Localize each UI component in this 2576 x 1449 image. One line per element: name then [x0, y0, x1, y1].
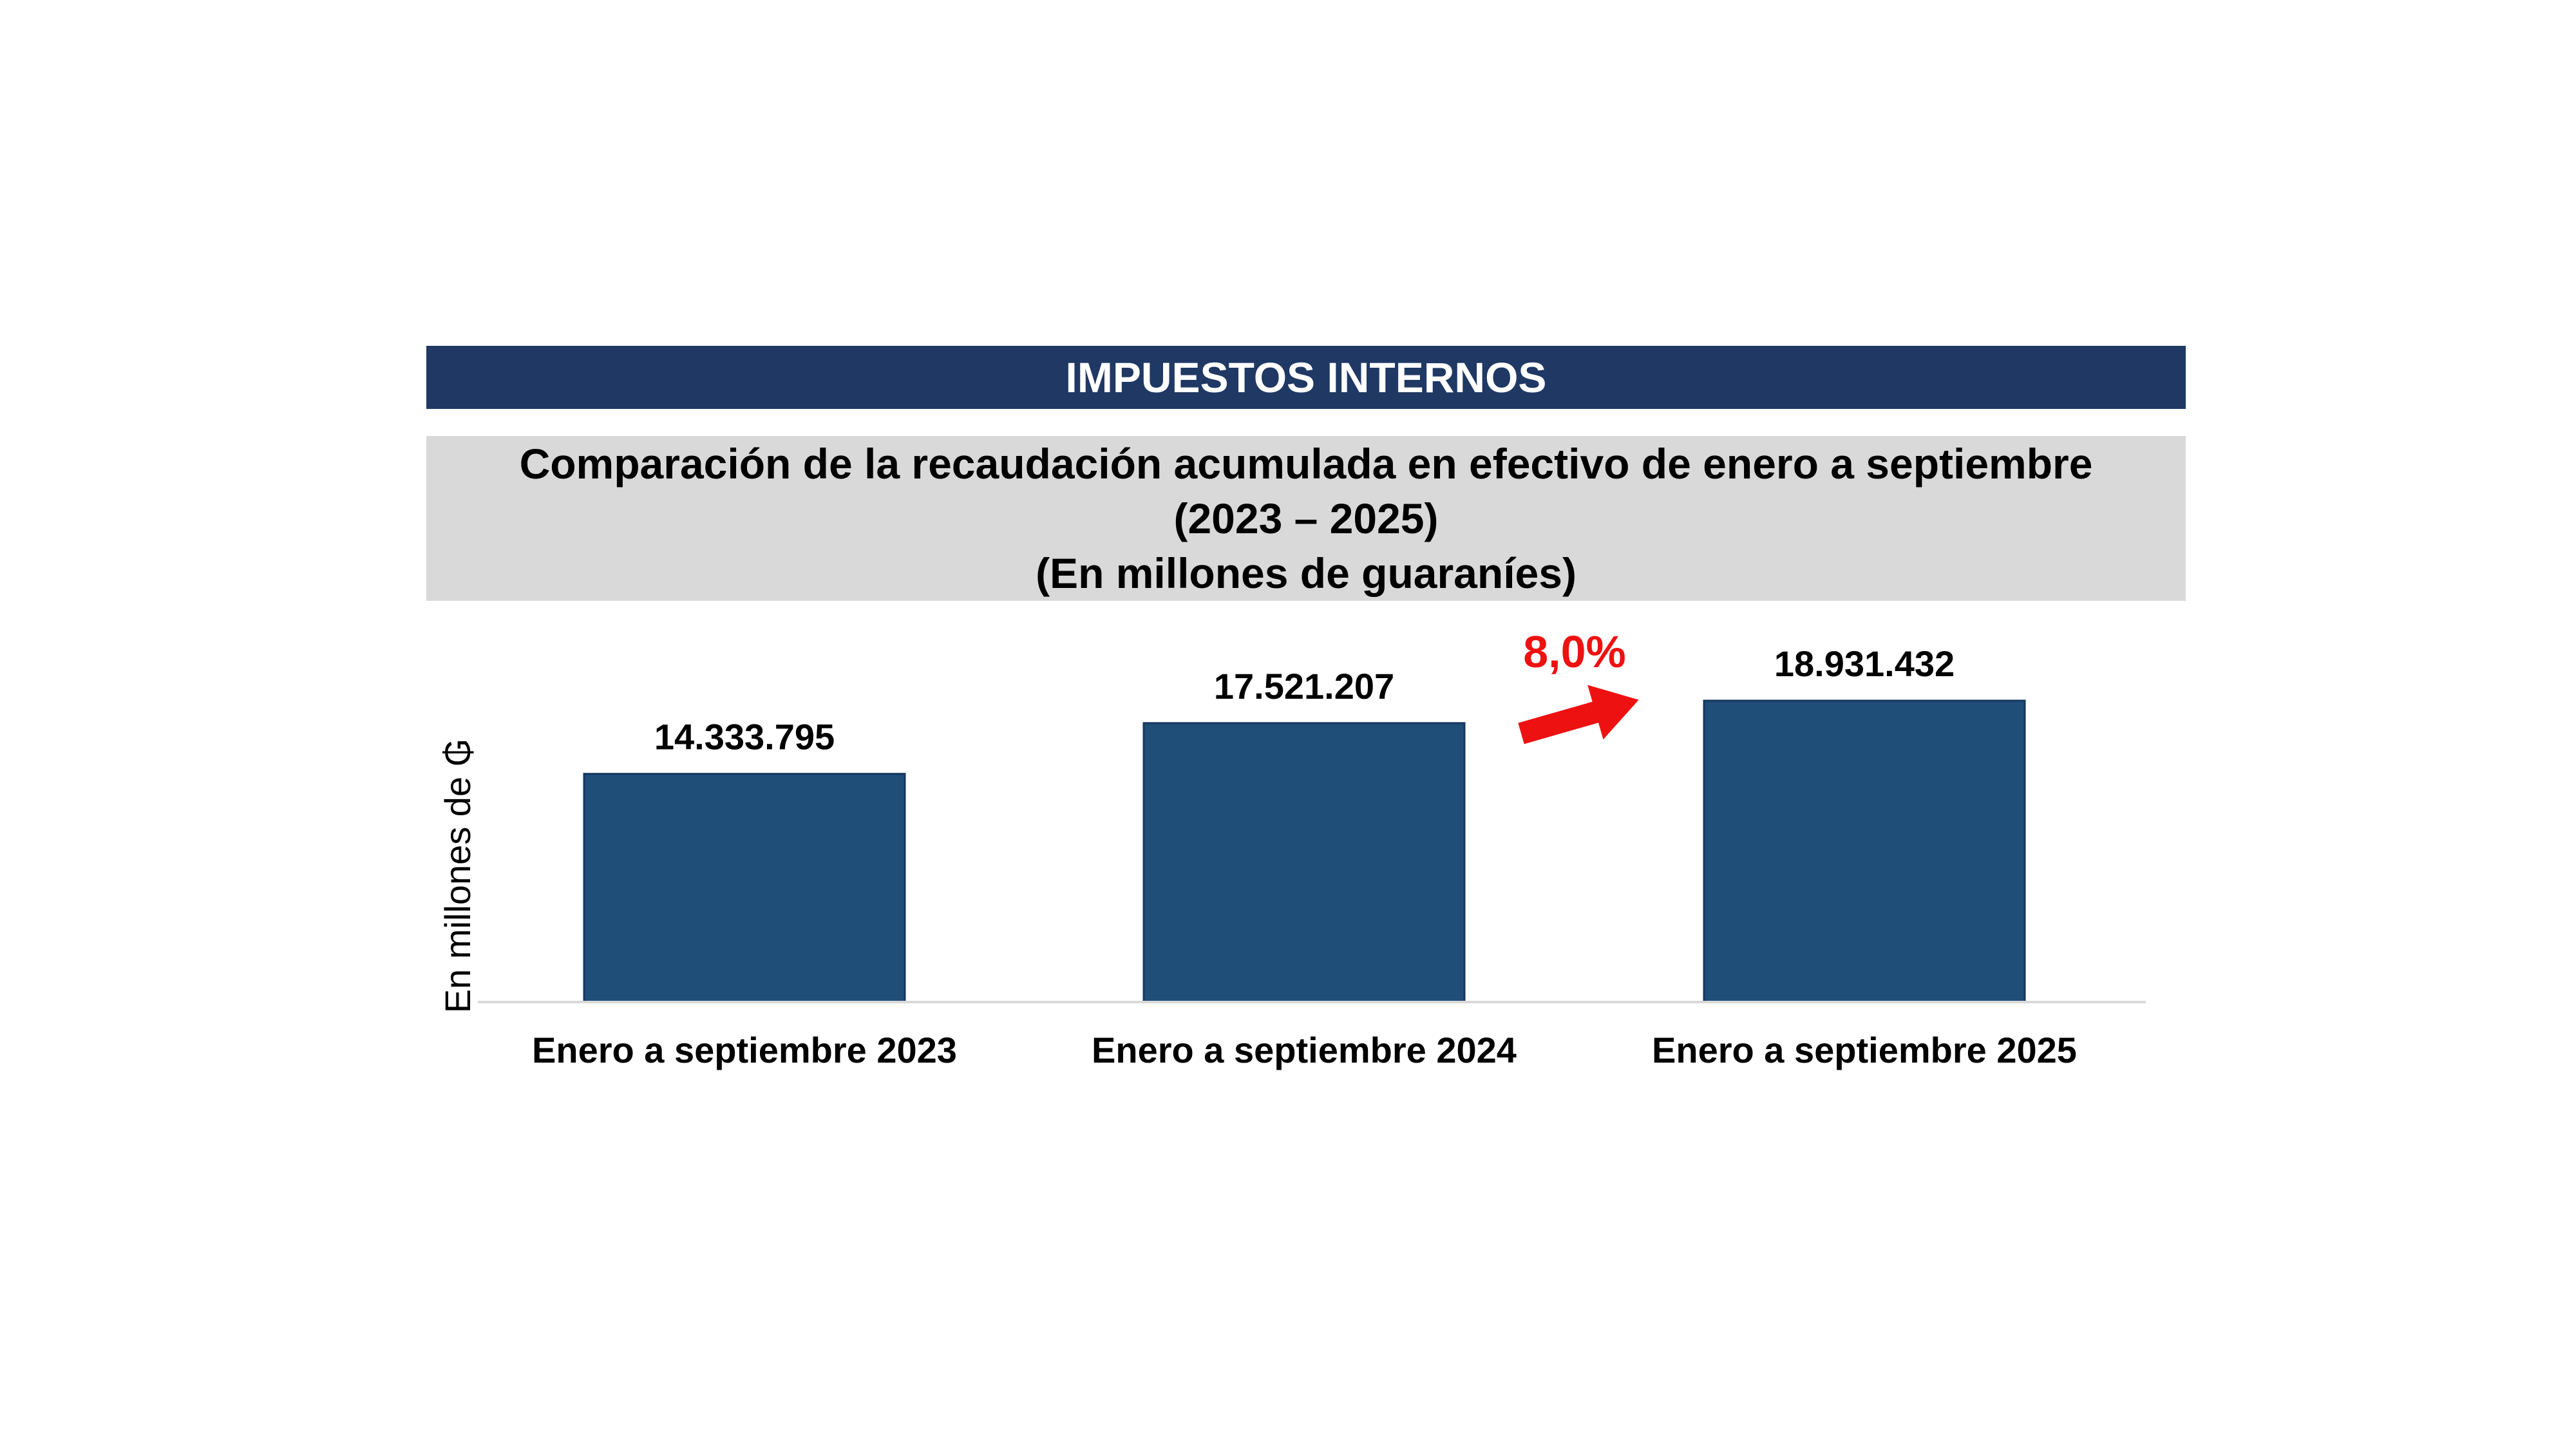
- chart-title-line-1: Comparación de la recaudación acumulada …: [519, 440, 2093, 488]
- bar-value-label-2: 17.521.207: [1214, 666, 1394, 706]
- header-title: IMPUESTOS INTERNOS: [1065, 354, 1547, 401]
- bar-value-label-3: 18.931.432: [1774, 643, 1955, 684]
- bar-2: [1142, 722, 1466, 1003]
- bar-3: [1703, 699, 2026, 1003]
- x-tick-label-2: Enero a septiembre 2024: [1092, 1030, 1517, 1070]
- y-axis-label: En millones de ₲: [437, 739, 478, 1013]
- chart-title-line-3: (En millones de guaraníes): [1036, 549, 1577, 597]
- x-tick-label-3: Enero a septiembre 2025: [1652, 1030, 2077, 1070]
- x-tick-label-1: Enero a septiembre 2023: [532, 1030, 957, 1070]
- chart-title-box: Comparación de la recaudación acumulada …: [426, 436, 2186, 601]
- chart-title-line-2: (2023 – 2025): [1173, 495, 1439, 542]
- growth-arrow-icon: [1518, 685, 1639, 744]
- bar-value-label-1: 14.333.795: [654, 717, 835, 757]
- bar-1: [583, 773, 906, 1003]
- growth-annotation-label: 8,0%: [1523, 627, 1626, 677]
- chart-header-banner: IMPUESTOS INTERNOS: [426, 346, 2186, 409]
